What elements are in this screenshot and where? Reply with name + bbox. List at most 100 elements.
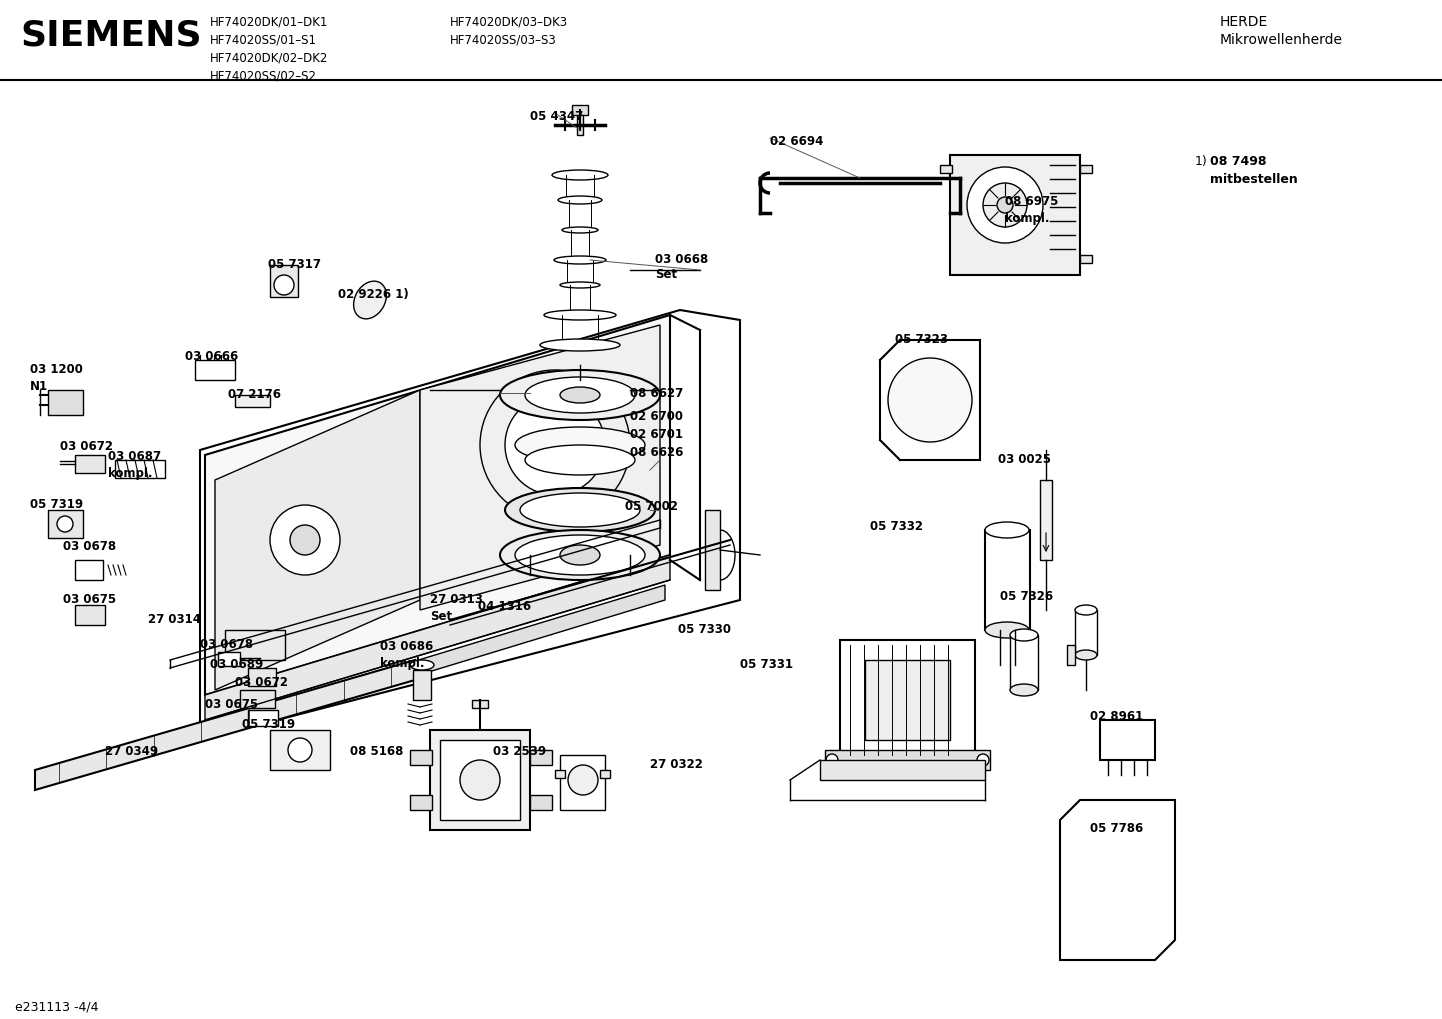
Text: 03 0672: 03 0672 (235, 676, 288, 689)
Text: 1): 1) (1195, 155, 1208, 168)
Bar (115, 460, 164, 478)
Bar (841, 640, 975, 760)
Text: 03 0678: 03 0678 (200, 638, 254, 651)
Text: 04 1316: 04 1316 (477, 600, 531, 613)
Bar (248, 668, 275, 686)
Text: 05 7319: 05 7319 (30, 498, 84, 511)
Circle shape (274, 275, 294, 294)
Bar (1074, 610, 1097, 655)
Bar (218, 652, 239, 666)
Text: 05 7326: 05 7326 (999, 590, 1053, 603)
Text: 02 6700: 02 6700 (630, 410, 684, 423)
Text: Set: Set (430, 610, 453, 623)
Ellipse shape (353, 281, 386, 319)
Text: 27 0349: 27 0349 (105, 745, 159, 758)
Circle shape (480, 370, 630, 520)
Circle shape (888, 358, 972, 442)
Ellipse shape (539, 339, 620, 351)
Ellipse shape (525, 445, 634, 475)
Text: HF74020SS/03–S3: HF74020SS/03–S3 (450, 33, 557, 46)
Bar (559, 755, 606, 810)
Bar (75, 560, 102, 580)
Circle shape (539, 430, 570, 460)
Polygon shape (420, 325, 660, 610)
Bar (940, 165, 952, 173)
Text: 08 6626: 08 6626 (630, 446, 684, 459)
Ellipse shape (515, 535, 645, 575)
Bar (410, 795, 433, 810)
Text: HERDE: HERDE (1220, 15, 1269, 29)
Text: Set: Set (655, 268, 678, 281)
Bar (820, 760, 985, 780)
Text: HF74020SS/02–S2: HF74020SS/02–S2 (211, 69, 317, 82)
Bar (48, 390, 84, 415)
Circle shape (290, 525, 320, 555)
Text: 08 6627: 08 6627 (630, 387, 684, 400)
Ellipse shape (1009, 629, 1038, 641)
Text: kompl.: kompl. (381, 657, 424, 671)
Polygon shape (205, 585, 665, 740)
Circle shape (460, 760, 500, 800)
Bar (825, 750, 991, 770)
Text: 05 7331: 05 7331 (740, 658, 793, 671)
Text: 03 0675: 03 0675 (205, 698, 258, 711)
Bar (1009, 635, 1038, 690)
Circle shape (58, 516, 74, 532)
Text: 05 4347: 05 4347 (531, 110, 583, 123)
Text: SIEMENS: SIEMENS (20, 18, 202, 52)
Text: 02 8961: 02 8961 (1090, 710, 1144, 723)
Text: N1: N1 (30, 380, 48, 393)
Bar (248, 710, 278, 726)
Bar (75, 455, 105, 473)
Text: HF74020DK/02–DK2: HF74020DK/02–DK2 (211, 51, 329, 64)
Circle shape (996, 197, 1012, 213)
Text: 02 6701: 02 6701 (630, 428, 684, 441)
Bar (865, 660, 950, 740)
Bar (440, 740, 521, 820)
Text: 05 7332: 05 7332 (870, 520, 923, 533)
Bar (48, 510, 84, 538)
Bar (577, 115, 583, 135)
Text: 02 9226 1): 02 9226 1) (337, 288, 408, 301)
Ellipse shape (500, 530, 660, 580)
Text: 03 2539: 03 2539 (493, 745, 547, 758)
Ellipse shape (544, 310, 616, 320)
Ellipse shape (515, 427, 645, 463)
Ellipse shape (505, 488, 655, 532)
Circle shape (568, 765, 598, 795)
Text: e231113 -4/4: e231113 -4/4 (14, 1000, 98, 1013)
Bar (430, 730, 531, 830)
Polygon shape (200, 310, 740, 740)
Circle shape (968, 167, 1043, 243)
Text: 05 7323: 05 7323 (895, 333, 947, 346)
Text: mitbestellen: mitbestellen (1210, 173, 1298, 186)
Ellipse shape (559, 387, 600, 403)
Polygon shape (205, 555, 671, 720)
Bar (225, 630, 286, 660)
Bar (705, 510, 720, 590)
Ellipse shape (985, 522, 1030, 538)
Text: 02 6694: 02 6694 (770, 135, 823, 148)
Polygon shape (215, 390, 420, 690)
Bar (412, 671, 431, 700)
Circle shape (505, 395, 606, 495)
Ellipse shape (559, 282, 600, 288)
Text: 05 7002: 05 7002 (624, 500, 678, 513)
Ellipse shape (525, 377, 634, 413)
Bar (75, 605, 105, 625)
Bar (472, 700, 487, 708)
Text: 03 0678: 03 0678 (63, 540, 117, 553)
Circle shape (288, 738, 311, 762)
Bar (270, 730, 330, 770)
Text: 03 0686: 03 0686 (381, 640, 433, 653)
Text: 03 0687: 03 0687 (108, 450, 162, 463)
Ellipse shape (562, 227, 598, 233)
Bar (235, 395, 270, 407)
Ellipse shape (985, 622, 1030, 638)
Text: 05 7330: 05 7330 (678, 623, 731, 636)
Text: HF74020DK/01–DK1: HF74020DK/01–DK1 (211, 15, 329, 28)
Bar (410, 750, 433, 765)
Text: 07 2176: 07 2176 (228, 388, 281, 401)
Bar (1080, 255, 1092, 263)
Text: 08 5168: 08 5168 (350, 745, 404, 758)
